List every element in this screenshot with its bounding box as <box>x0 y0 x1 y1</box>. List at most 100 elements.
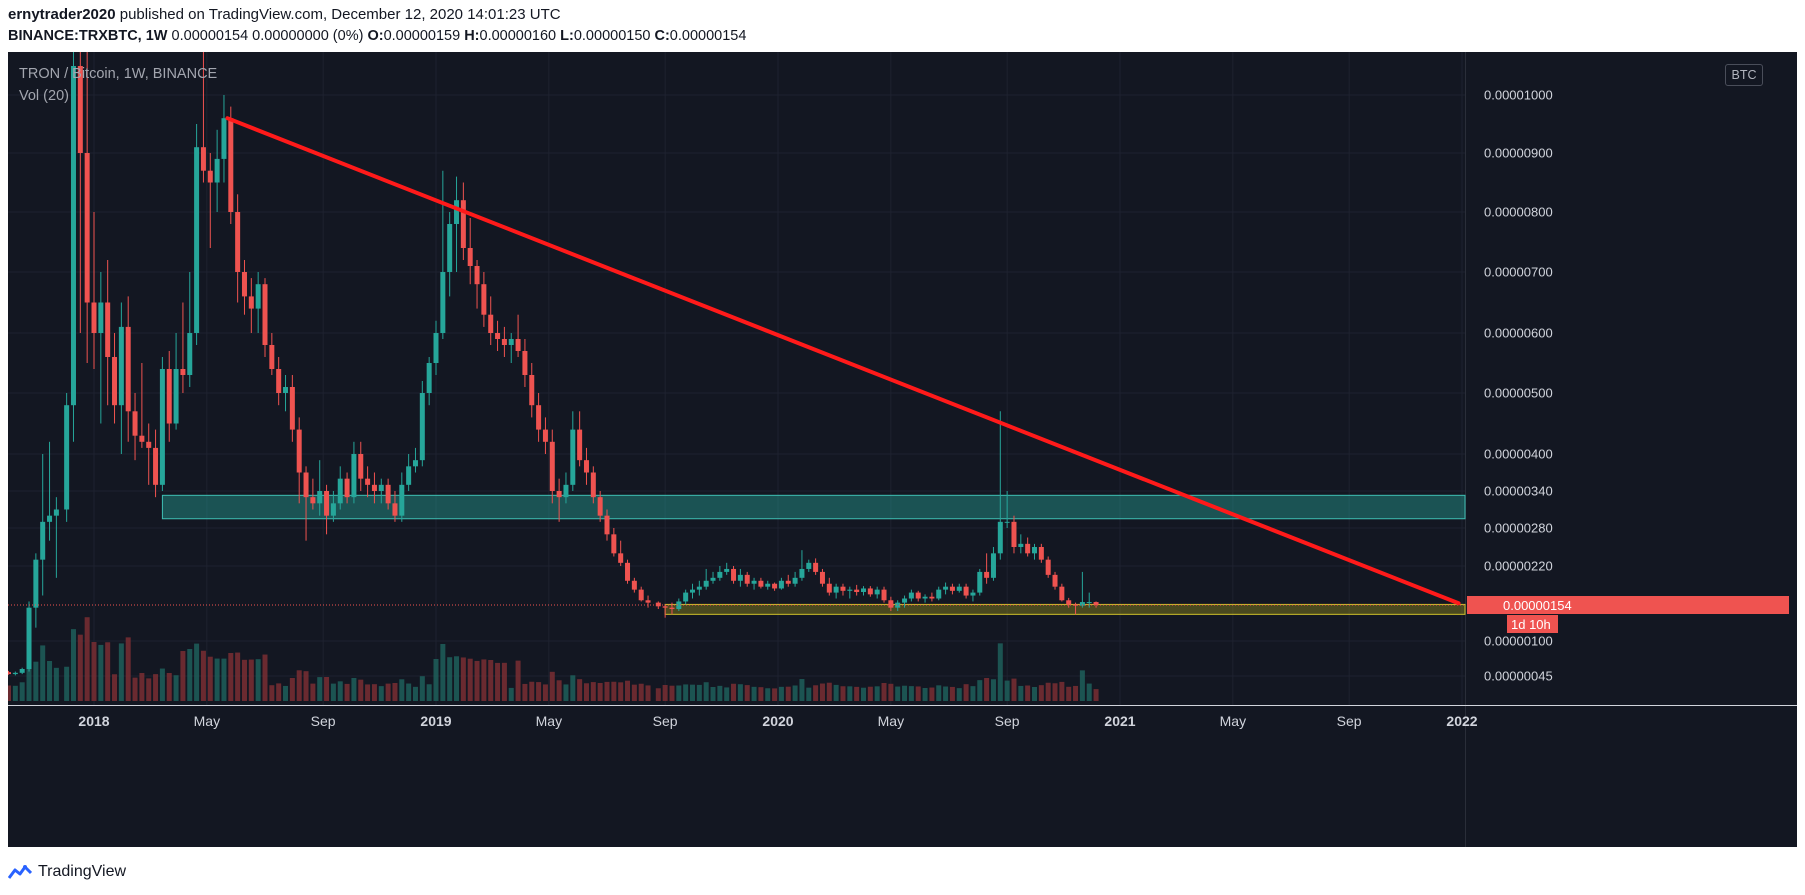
candle-body[interactable] <box>765 583 771 587</box>
candle-body[interactable] <box>895 602 901 608</box>
candle-body[interactable] <box>8 672 11 675</box>
candle-body[interactable] <box>324 491 330 516</box>
candle-body[interactable] <box>611 534 617 554</box>
candle-body[interactable] <box>1045 559 1051 575</box>
candle-body[interactable] <box>47 515 53 522</box>
candle-body[interactable] <box>447 224 453 272</box>
candle-body[interactable] <box>358 454 364 479</box>
candle-body[interactable] <box>53 509 59 516</box>
candle-body[interactable] <box>792 577 798 584</box>
candle-body[interactable] <box>221 118 227 159</box>
candle-body[interactable] <box>1011 521 1017 547</box>
candle-body[interactable] <box>214 158 220 183</box>
candle-body[interactable] <box>536 405 542 430</box>
candle-body[interactable] <box>956 586 962 591</box>
candle-body[interactable] <box>262 284 268 345</box>
currency-button[interactable]: BTC <box>1725 64 1763 86</box>
candle-body[interactable] <box>751 580 757 584</box>
candle-body[interactable] <box>371 484 377 491</box>
candle-body[interactable] <box>840 586 846 591</box>
candle-body[interactable] <box>703 580 709 587</box>
candle-body[interactable] <box>724 568 730 572</box>
candle-body[interactable] <box>669 607 675 609</box>
candle-body[interactable] <box>105 302 111 358</box>
candle-body[interactable] <box>902 598 908 603</box>
candle-body[interactable] <box>929 596 935 599</box>
candle-body[interactable] <box>283 387 289 393</box>
candle-body[interactable] <box>1079 602 1085 606</box>
candle-body[interactable] <box>655 602 661 607</box>
candle-body[interactable] <box>194 147 200 333</box>
candle-body[interactable] <box>577 429 583 461</box>
candle-body[interactable] <box>433 333 439 363</box>
candle-body[interactable] <box>515 339 521 351</box>
candle-body[interactable] <box>984 571 990 578</box>
candle-body[interactable] <box>344 478 350 498</box>
candle-body[interactable] <box>125 326 131 412</box>
candle-body[interactable] <box>854 589 860 592</box>
candle-body[interactable] <box>419 393 425 461</box>
author-name[interactable]: ernytrader2020 <box>8 6 116 23</box>
candle-body[interactable] <box>1093 602 1099 605</box>
candle-body[interactable] <box>618 553 624 563</box>
candle-body[interactable] <box>645 600 651 603</box>
candle-body[interactable] <box>997 521 1003 554</box>
candle-body[interactable] <box>26 607 32 669</box>
candle-body[interactable] <box>501 339 507 345</box>
candle-body[interactable] <box>146 441 152 448</box>
candle-body[interactable] <box>590 472 596 498</box>
candle-body[interactable] <box>785 580 791 584</box>
candle-body[interactable] <box>173 369 179 424</box>
candle-body[interactable] <box>460 200 466 248</box>
support-zone[interactable] <box>664 603 1466 615</box>
candle-body[interactable] <box>977 571 983 593</box>
candle-body[interactable] <box>481 284 487 315</box>
candle-body[interactable] <box>1004 521 1010 523</box>
candle-body[interactable] <box>269 345 275 369</box>
candle-body[interactable] <box>153 447 159 485</box>
candle-body[interactable] <box>187 333 193 375</box>
candle-body[interactable] <box>385 484 391 504</box>
candle-body[interactable] <box>778 580 784 589</box>
candle-body[interactable] <box>1025 543 1031 554</box>
candle-body[interactable] <box>813 562 819 572</box>
candle-body[interactable] <box>296 429 302 473</box>
candle-body[interactable] <box>888 600 894 608</box>
candle-body[interactable] <box>522 351 528 375</box>
candle-body[interactable] <box>570 429 576 485</box>
candle-body[interactable] <box>737 574 743 581</box>
candle-body[interactable] <box>744 574 750 584</box>
candle-body[interactable] <box>276 369 282 393</box>
candle-body[interactable] <box>847 589 853 591</box>
resistance-zone[interactable] <box>161 494 1466 520</box>
candle-body[interactable] <box>19 669 25 673</box>
candle-body[interactable] <box>474 266 480 285</box>
candle-body[interactable] <box>289 387 295 430</box>
candle-body[interactable] <box>118 326 124 406</box>
candle-body[interactable] <box>874 589 880 595</box>
candle-body[interactable] <box>440 272 446 333</box>
candle-body[interactable] <box>241 272 247 297</box>
candle-body[interactable] <box>604 515 610 535</box>
candle-body[interactable] <box>91 302 97 334</box>
candle-body[interactable] <box>1018 543 1024 547</box>
candle-body[interactable] <box>1073 604 1079 606</box>
candle-body[interactable] <box>676 601 682 609</box>
candle-body[interactable] <box>98 302 104 334</box>
candle-body[interactable] <box>772 583 778 589</box>
candle-body[interactable] <box>529 375 535 406</box>
candle-body[interactable] <box>1086 602 1092 604</box>
candle-body[interactable] <box>799 568 805 578</box>
candle-body[interactable] <box>936 589 942 599</box>
candle-body[interactable] <box>12 672 18 675</box>
candle-body[interactable] <box>710 577 716 581</box>
candle-body[interactable] <box>683 592 689 602</box>
candle-body[interactable] <box>200 147 206 171</box>
candle-body[interactable] <box>235 212 241 272</box>
candle-body[interactable] <box>33 559 39 608</box>
candle-body[interactable] <box>922 596 928 599</box>
candle-body[interactable] <box>881 589 887 601</box>
candle-body[interactable] <box>1052 574 1058 587</box>
candle-body[interactable] <box>583 460 589 473</box>
candle-body[interactable] <box>508 339 514 345</box>
